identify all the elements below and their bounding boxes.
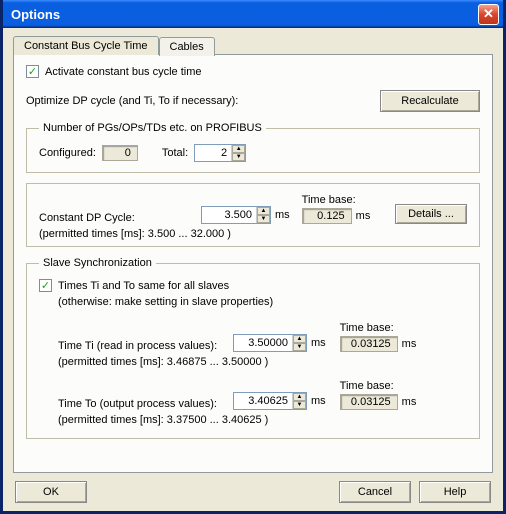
- dpcycle-value: 3.500: [202, 207, 256, 223]
- slave-sync-legend: Slave Synchronization: [39, 257, 156, 269]
- ti-label: Time Ti (read in process values):: [58, 340, 217, 352]
- to-timebase-unit: ms: [402, 396, 417, 408]
- spin-up-icon[interactable]: ▲: [257, 207, 270, 215]
- close-icon: ✕: [483, 6, 494, 22]
- spin-down-icon[interactable]: ▼: [232, 153, 245, 161]
- dpcycle-group: Constant DP Cycle: 3.500 ▲ ▼ ms: [26, 183, 480, 247]
- activate-row: ✓ Activate constant bus cycle time: [26, 65, 480, 78]
- cancel-button[interactable]: Cancel: [339, 481, 411, 503]
- recalculate-button[interactable]: Recalculate: [380, 90, 480, 112]
- slave-sync-group: Slave Synchronization ✓ Times Ti and To …: [26, 257, 480, 439]
- activate-label: Activate constant bus cycle time: [45, 66, 202, 78]
- total-label: Total:: [162, 147, 188, 159]
- to-label: Time To (output process values):: [58, 398, 217, 410]
- window-title: Options: [11, 7, 478, 22]
- ti-timebase-unit: ms: [402, 338, 417, 350]
- spin-down-icon[interactable]: ▼: [293, 343, 306, 351]
- pgops-group: Number of PGs/OPs/TDs etc. on PROFIBUS C…: [26, 122, 480, 173]
- to-timebase-label: Time base:: [340, 380, 417, 392]
- ti-permitted: (permitted times [ms]: 3.46875 ... 3.500…: [58, 356, 467, 368]
- to-input[interactable]: 3.40625 ▲ ▼: [233, 392, 307, 410]
- footer-buttons: OK Cancel Help: [13, 473, 493, 503]
- dpcycle-input[interactable]: 3.500 ▲ ▼: [201, 206, 271, 224]
- ti-timebase-label: Time base:: [340, 322, 417, 334]
- check-icon: ✓: [41, 279, 50, 292]
- details-button[interactable]: Details ...: [395, 204, 467, 224]
- optimize-label: Optimize DP cycle (and Ti, To if necessa…: [26, 95, 380, 107]
- spin-down-icon[interactable]: ▼: [257, 215, 270, 223]
- ti-unit: ms: [311, 337, 326, 349]
- dpcycle-timebase-value: 0.125: [302, 208, 352, 224]
- dpcycle-label: Constant DP Cycle:: [39, 212, 135, 224]
- same-row: ✓ Times Ti and To same for all slaves: [39, 279, 467, 292]
- options-dialog: Options ✕ Constant Bus Cycle Time Cables…: [0, 0, 506, 514]
- spin-down-icon[interactable]: ▼: [293, 401, 306, 409]
- configured-label: Configured:: [39, 147, 96, 159]
- same-label: Times Ti and To same for all slaves: [58, 280, 229, 292]
- activate-checkbox[interactable]: ✓: [26, 65, 39, 78]
- ti-spinner[interactable]: ▲ ▼: [292, 335, 306, 351]
- tab-cables[interactable]: Cables: [159, 37, 215, 56]
- configured-value: 0: [102, 145, 138, 161]
- dpcycle-permitted: (permitted times [ms]: 3.500 ... 32.000 …: [39, 228, 467, 240]
- close-button[interactable]: ✕: [478, 4, 499, 25]
- ti-timebase-value: 0.03125: [340, 336, 398, 352]
- dpcycle-unit: ms: [275, 209, 290, 221]
- spin-up-icon[interactable]: ▲: [293, 335, 306, 343]
- dpcycle-timebase-label: Time base:: [302, 194, 381, 206]
- check-icon: ✓: [28, 65, 37, 78]
- to-spinner[interactable]: ▲ ▼: [292, 393, 306, 409]
- ti-value: 3.50000: [234, 335, 292, 351]
- to-timebase-value: 0.03125: [340, 394, 398, 410]
- ti-input[interactable]: 3.50000 ▲ ▼: [233, 334, 307, 352]
- total-value: 2: [195, 145, 231, 161]
- tab-panel: ✓ Activate constant bus cycle time Optim…: [13, 54, 493, 473]
- total-spinner[interactable]: ▲ ▼: [231, 145, 245, 161]
- spin-up-icon[interactable]: ▲: [293, 393, 306, 401]
- tab-strip: Constant Bus Cycle Time Cables: [13, 36, 493, 55]
- total-input[interactable]: 2 ▲ ▼: [194, 144, 246, 162]
- spin-up-icon[interactable]: ▲: [232, 145, 245, 153]
- to-value: 3.40625: [234, 393, 292, 409]
- dpcycle-timebase-unit: ms: [356, 210, 371, 222]
- dpcycle-spinner[interactable]: ▲ ▼: [256, 207, 270, 223]
- same-checkbox[interactable]: ✓: [39, 279, 52, 292]
- optimize-row: Optimize DP cycle (and Ti, To if necessa…: [26, 90, 480, 112]
- client-area: Constant Bus Cycle Time Cables ✓ Activat…: [3, 28, 503, 511]
- to-permitted: (permitted times [ms]: 3.37500 ... 3.406…: [58, 414, 467, 426]
- pgops-legend: Number of PGs/OPs/TDs etc. on PROFIBUS: [39, 122, 266, 134]
- ok-button[interactable]: OK: [15, 481, 87, 503]
- pgops-row: Configured: 0 Total: 2 ▲ ▼: [39, 144, 467, 162]
- titlebar: Options ✕: [3, 0, 503, 28]
- otherwise-label: (otherwise: make setting in slave proper…: [58, 296, 467, 308]
- tab-constant-bus-cycle-time[interactable]: Constant Bus Cycle Time: [13, 36, 159, 55]
- to-unit: ms: [311, 395, 326, 407]
- help-button[interactable]: Help: [419, 481, 491, 503]
